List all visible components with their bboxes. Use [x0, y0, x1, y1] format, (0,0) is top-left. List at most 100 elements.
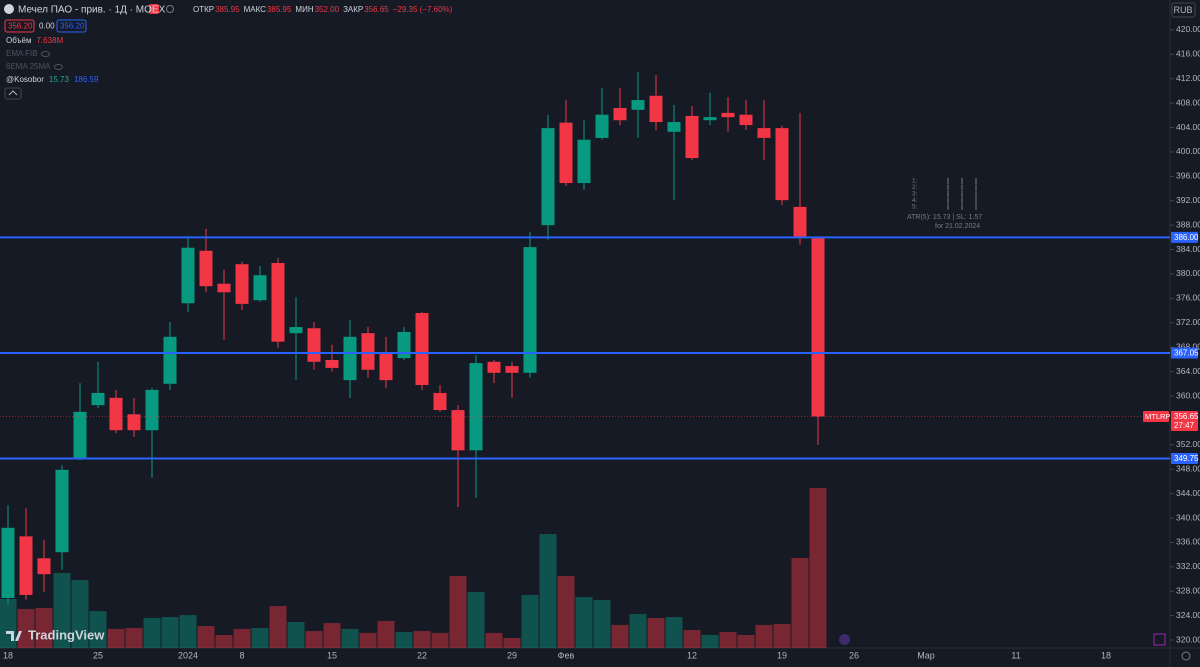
candle-body	[631, 100, 645, 110]
volume-bar	[701, 635, 719, 648]
volume-bar	[449, 575, 467, 648]
candle-body	[505, 366, 519, 373]
indicator-name: Объём	[6, 36, 32, 45]
volume-bar	[35, 607, 53, 648]
hidden-icon	[53, 64, 63, 70]
collapse-button[interactable]	[4, 87, 22, 100]
branding: TradingView	[28, 627, 105, 642]
candle-body	[379, 352, 393, 381]
y-tick-label: 340.00	[1176, 512, 1200, 522]
y-tick-label: 404.00	[1176, 122, 1200, 132]
events-icon[interactable]	[1153, 633, 1166, 646]
y-tick-label: 392.00	[1176, 195, 1200, 205]
candle-body	[271, 262, 285, 342]
bid-box[interactable]	[4, 19, 35, 33]
countdown: 27:47	[1174, 421, 1195, 430]
volume-bar	[629, 614, 647, 648]
candle-body	[343, 336, 357, 381]
candle-body	[307, 328, 321, 362]
candle-body	[649, 95, 663, 123]
ohlc-label: ОТКР	[193, 5, 214, 14]
candle-body	[595, 114, 609, 138]
volume-bar	[773, 623, 791, 648]
last-price-box	[1171, 410, 1198, 431]
volume-bar	[143, 618, 161, 648]
candle-body	[811, 237, 825, 417]
volume-bar	[539, 534, 557, 648]
spread: 0.00	[39, 22, 55, 31]
bid: 356.20	[8, 22, 33, 31]
ohlc-value: 385.95	[267, 5, 292, 14]
hidden-icon	[41, 51, 51, 57]
volume-bar	[287, 622, 305, 648]
volume-bar	[107, 628, 125, 648]
candle-body	[55, 469, 69, 553]
ohlc-label: ЗАКР	[343, 5, 363, 14]
x-tick-label: 29	[507, 650, 517, 660]
y-tick-label: 332.00	[1176, 561, 1200, 571]
atr-row: 4:	[912, 197, 918, 204]
ask: 356.20	[60, 22, 85, 31]
candle-body	[541, 128, 555, 226]
candle-body	[109, 397, 123, 431]
y-tick-label: 400.00	[1176, 146, 1200, 156]
x-tick-label: 2024	[178, 650, 198, 660]
candle-body	[523, 247, 537, 373]
volume-bar	[575, 597, 593, 648]
volume-bar	[467, 592, 485, 648]
logo	[6, 631, 22, 641]
currency-box[interactable]	[1171, 2, 1196, 18]
change: −29.35 (−7.60%)	[393, 5, 453, 14]
volume-bar	[611, 624, 629, 648]
y-tick-label: 344.00	[1176, 488, 1200, 498]
x-tick-label: Мар	[917, 650, 935, 660]
indicator-name: EMA FIB	[6, 49, 38, 58]
volume-bar	[125, 628, 143, 648]
x-tick-label: 26	[849, 650, 859, 660]
indicator-value: 15.73	[49, 75, 70, 84]
volume-bar	[809, 488, 827, 648]
flag-icon	[149, 4, 159, 14]
level-label-box	[1171, 347, 1198, 359]
volume-bar	[233, 628, 251, 648]
volume-bar	[71, 580, 89, 648]
volume-bar	[197, 626, 215, 648]
last-price: 356.65	[1174, 412, 1199, 421]
candle-body	[73, 411, 87, 459]
settings-icon[interactable]	[166, 5, 174, 13]
atr-date: for 21.02.2024	[935, 223, 980, 230]
volume-bar	[521, 595, 539, 648]
volume-bar	[485, 632, 503, 648]
level-label: 386.00	[1174, 233, 1199, 242]
settings-icon[interactable]	[1181, 651, 1191, 661]
y-tick-label: 372.00	[1176, 317, 1200, 327]
candle-body	[217, 283, 231, 293]
y-tick-label: 408.00	[1176, 97, 1200, 107]
candle-body	[757, 128, 771, 138]
candle-body	[433, 392, 447, 411]
candle-body	[37, 558, 51, 575]
level-label: 367.05	[1174, 349, 1199, 358]
x-tick-label: Фев	[558, 650, 575, 660]
y-tick-label: 328.00	[1176, 586, 1200, 596]
volume-bar	[161, 616, 179, 648]
volume-bar	[17, 609, 35, 648]
plot	[0, 72, 827, 648]
overlay: RUB TradingView	[4, 2, 1196, 661]
y-tick-label: 348.00	[1176, 463, 1200, 473]
y-tick-label: 420.00	[1176, 24, 1200, 34]
volume-bar	[557, 575, 575, 648]
last-price-symbol: MTLRP	[1145, 412, 1170, 421]
alert-icon[interactable]	[839, 634, 850, 645]
candle-body	[685, 115, 699, 159]
candle-body	[19, 536, 33, 595]
indicator-name: @Kosobor	[6, 75, 44, 84]
volume-bar	[413, 631, 431, 648]
candle-body	[793, 206, 807, 238]
y-tick-label: 324.00	[1176, 610, 1200, 620]
volume-bar	[359, 632, 377, 648]
ask-box[interactable]	[56, 19, 87, 33]
level-label-box	[1171, 231, 1198, 243]
